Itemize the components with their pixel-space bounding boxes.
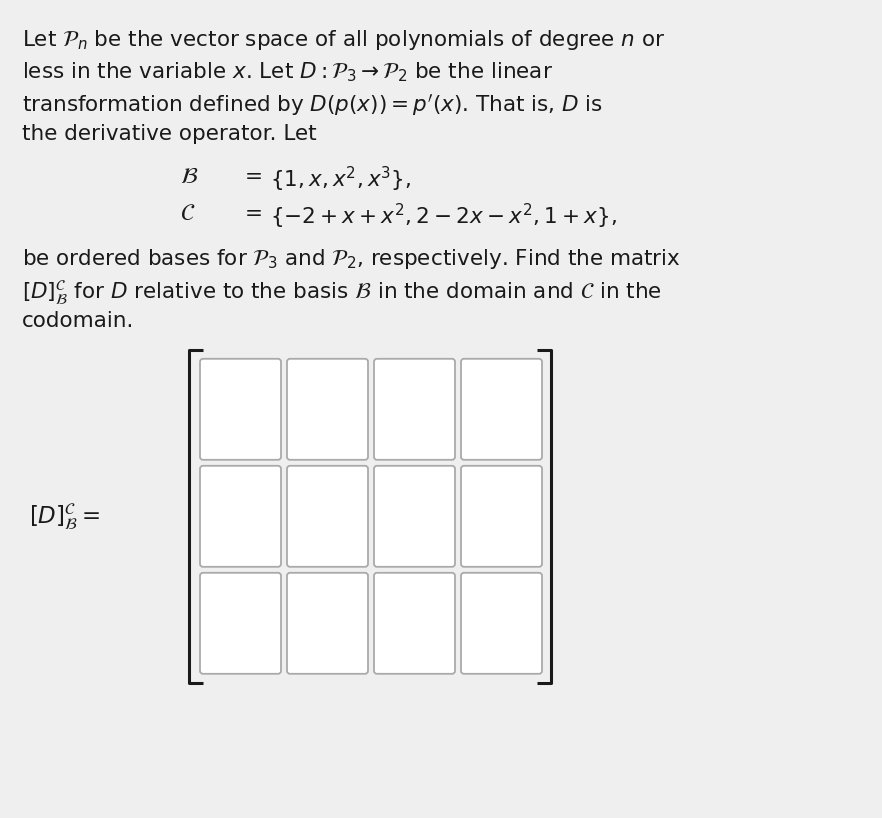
Text: $[D]_{\mathcal{B}}^{\mathcal{C}} =$: $[D]_{\mathcal{B}}^{\mathcal{C}} =$ — [29, 501, 100, 532]
Text: $\{1, x, x^2, x^3\},$: $\{1, x, x^2, x^3\},$ — [270, 165, 411, 194]
FancyBboxPatch shape — [287, 573, 368, 674]
FancyBboxPatch shape — [200, 465, 281, 567]
Text: $\mathcal{B}$: $\mathcal{B}$ — [180, 165, 198, 188]
Text: Let $\mathcal{P}_n$ be the vector space of all polynomials of degree $n$ or: Let $\mathcal{P}_n$ be the vector space … — [22, 28, 665, 52]
FancyBboxPatch shape — [374, 359, 455, 460]
Text: the derivative operator. Let: the derivative operator. Let — [22, 124, 317, 144]
Text: $\mathcal{C}$: $\mathcal{C}$ — [180, 202, 196, 225]
FancyBboxPatch shape — [374, 465, 455, 567]
FancyBboxPatch shape — [461, 573, 542, 674]
Text: transformation defined by $D(p(x)) = p'(x)$. That is, $D$ is: transformation defined by $D(p(x)) = p'(… — [22, 92, 603, 118]
Text: $\{-2 + x + x^2, 2 - 2x - x^2, 1 + x\},$: $\{-2 + x + x^2, 2 - 2x - x^2, 1 + x\},$ — [270, 202, 617, 231]
Text: be ordered bases for $\mathcal{P}_3$ and $\mathcal{P}_2$, respectively. Find the: be ordered bases for $\mathcal{P}_3$ and… — [22, 246, 681, 271]
Text: codomain.: codomain. — [22, 311, 134, 330]
FancyBboxPatch shape — [287, 465, 368, 567]
FancyBboxPatch shape — [461, 359, 542, 460]
Text: $=$: $=$ — [240, 165, 262, 185]
Text: $[D]_{\mathcal{B}}^{\mathcal{C}}$ for $D$ relative to the basis $\mathcal{B}$ in: $[D]_{\mathcal{B}}^{\mathcal{C}}$ for $D… — [22, 279, 661, 308]
Text: $=$: $=$ — [240, 202, 262, 222]
Text: less in the variable $x$. Let $D : \mathcal{P}_3 \rightarrow \mathcal{P}_2$ be t: less in the variable $x$. Let $D : \math… — [22, 60, 553, 83]
FancyBboxPatch shape — [374, 573, 455, 674]
FancyBboxPatch shape — [287, 359, 368, 460]
FancyBboxPatch shape — [200, 359, 281, 460]
FancyBboxPatch shape — [200, 573, 281, 674]
FancyBboxPatch shape — [461, 465, 542, 567]
